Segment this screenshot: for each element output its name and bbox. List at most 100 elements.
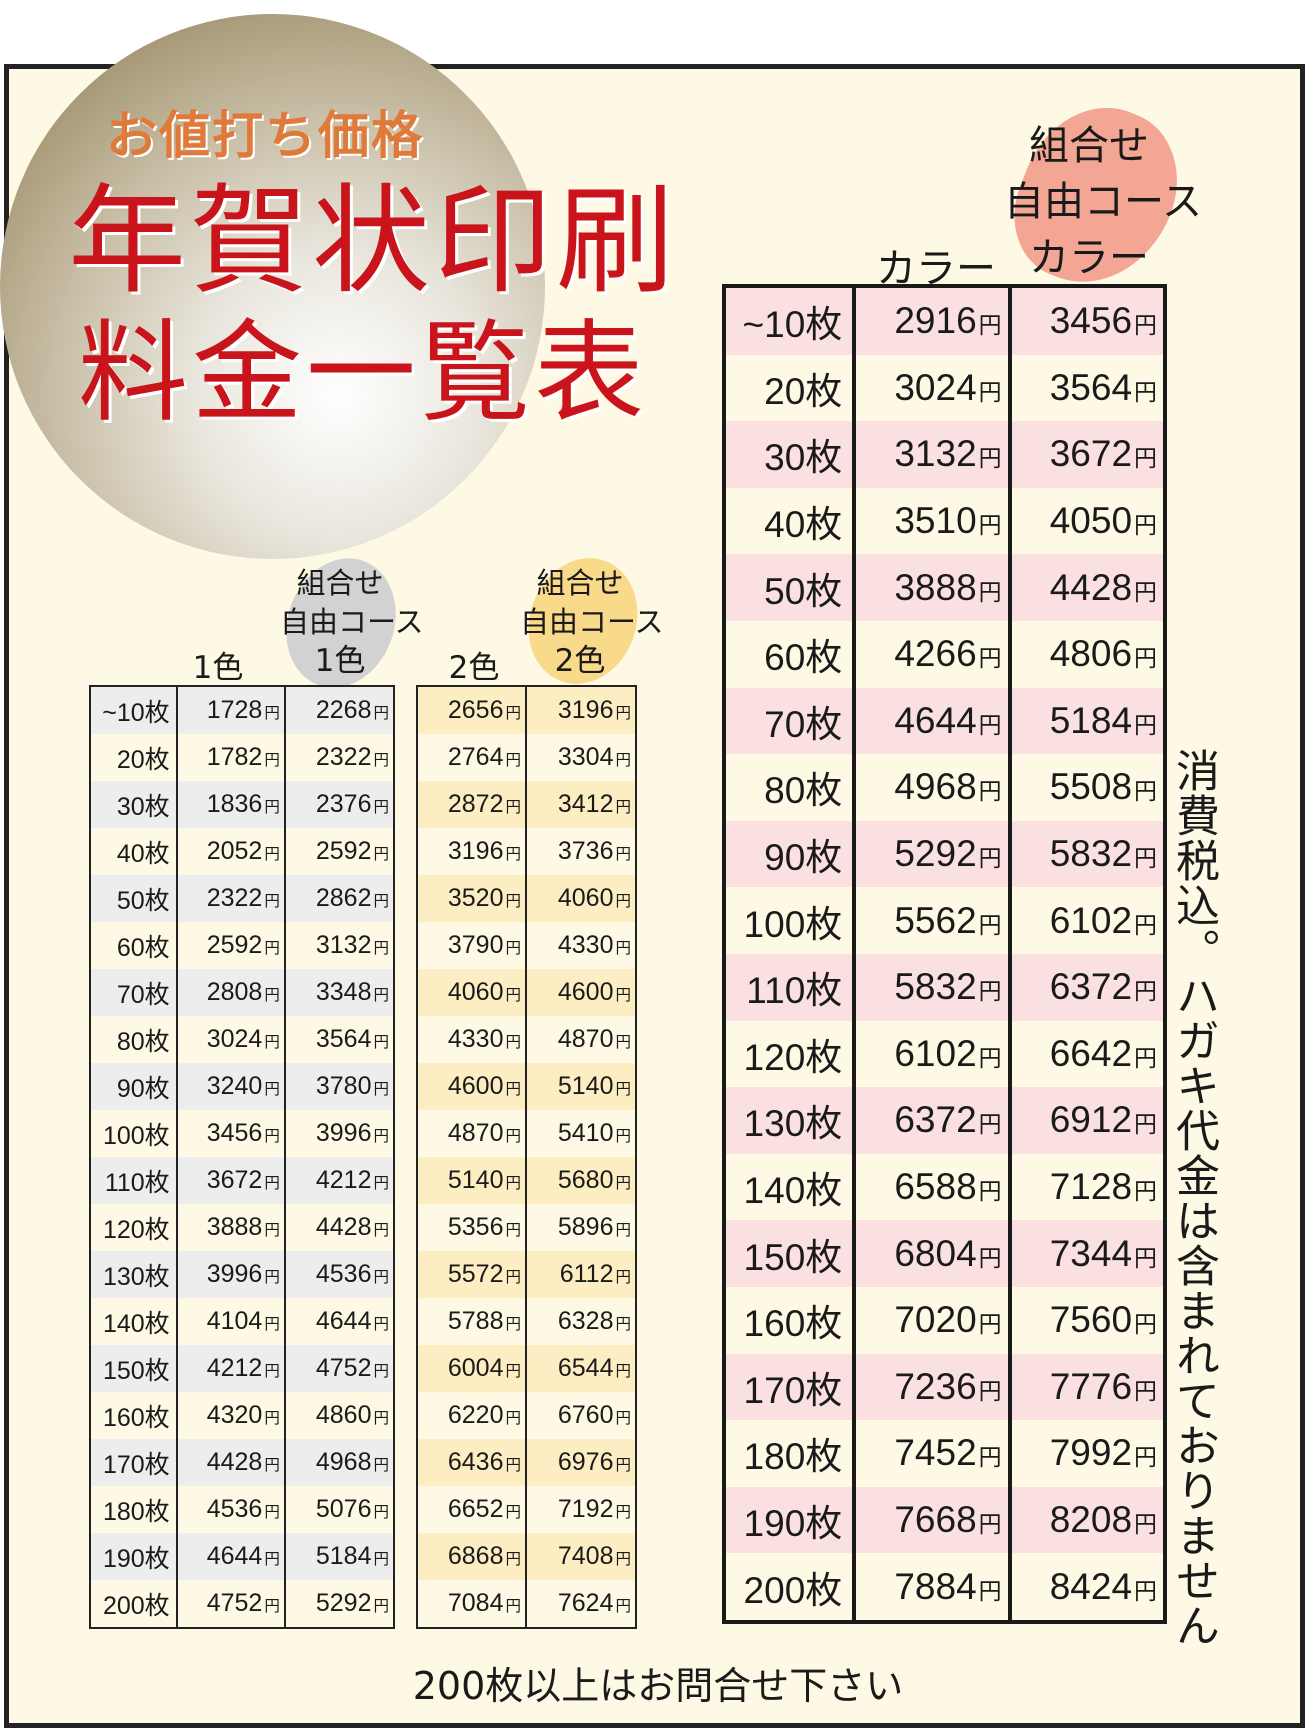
yen-unit: 円 <box>373 1551 389 1568</box>
combo-price-cell: 7408 円 <box>526 1533 636 1580</box>
header-combo-1color: 組合せ 自由コース 1色 <box>280 564 424 681</box>
table-row: 6652 円 7192 円 <box>417 1486 636 1533</box>
table-row: 6004 円 6544 円 <box>417 1345 636 1392</box>
quantity-label-value: ~10枚 <box>742 304 843 346</box>
combo-price-cell: 4600 円 <box>526 969 636 1016</box>
yen-unit: 円 <box>373 940 389 957</box>
price-cell: 7020円 <box>854 1286 1012 1354</box>
price-cell: 6004 円 <box>417 1345 528 1392</box>
combo-price-cell-value: 3456 <box>1049 300 1133 342</box>
combo-price-cell: 5896 円 <box>526 1204 636 1251</box>
yen-unit: 円 <box>978 1044 1002 1071</box>
yen-unit: 円 <box>978 378 1002 405</box>
price-cell: 2916円 <box>854 286 1012 355</box>
quantity-label: 70枚 <box>724 687 857 755</box>
price-cell-value: 1728 <box>206 696 263 724</box>
combo-price-cell-value: 3780 <box>315 1072 372 1100</box>
combo-price-cell-value: 2376 <box>315 790 372 818</box>
price-cell: 4870 円 <box>417 1110 528 1157</box>
yen-unit: 円 <box>264 1598 280 1615</box>
combo-price-cell-value: 6912 <box>1049 1099 1133 1141</box>
price-cell-value: 2916 <box>894 300 977 342</box>
yen-unit: 円 <box>505 1410 522 1427</box>
combo-price-cell: 5292 円 <box>285 1580 394 1628</box>
price-cell-value: 5832 <box>894 966 977 1008</box>
table-row: 5140 円 5680 円 <box>417 1157 636 1204</box>
price-cell-value: 7884 <box>894 1565 977 1607</box>
combo-price-cell: 3456円 <box>1009 286 1165 355</box>
price-cell-value: 3240 <box>206 1072 263 1100</box>
combo-price-cell: 7624 円 <box>526 1580 636 1628</box>
table-row: 200枚 4752 円 5292 円 <box>90 1580 394 1628</box>
combo-price-cell-value: 4752 <box>315 1354 372 1382</box>
combo-price-cell-value: 4212 <box>315 1166 372 1194</box>
quantity-label-value: 60枚 <box>116 933 170 962</box>
quantity-label-value: 160枚 <box>102 1403 170 1432</box>
yen-unit: 円 <box>978 1311 1002 1338</box>
yen-unit: 円 <box>505 987 522 1004</box>
price-cell: 3790 円 <box>417 922 528 969</box>
price-cell: 6102円 <box>854 1020 1012 1088</box>
price-cell: 5292円 <box>854 820 1012 888</box>
price-cell: 3996 円 <box>176 1251 286 1298</box>
yen-unit: 円 <box>615 1175 631 1192</box>
yen-unit: 円 <box>978 1377 1002 1404</box>
yen-unit: 円 <box>1134 1044 1157 1071</box>
yen-unit: 円 <box>264 1316 280 1333</box>
yen-unit: 円 <box>505 1222 522 1239</box>
yen-unit: 円 <box>978 778 1002 805</box>
price-cell-value: 2808 <box>206 978 263 1006</box>
yen-unit: 円 <box>1134 978 1157 1005</box>
header-combo-line1: 組合せ <box>1029 123 1149 169</box>
table-row: 100枚 3456 円 3996 円 <box>90 1110 394 1157</box>
combo-price-cell: 4806円 <box>1010 621 1165 688</box>
table-row: 170枚 7236円 7776円 <box>724 1353 1165 1421</box>
combo-price-cell: 4536 円 <box>284 1251 394 1298</box>
price-cell-value: 3132 <box>894 433 977 475</box>
quantity-label: ~10枚 <box>90 686 178 734</box>
yen-unit: 円 <box>615 1363 631 1380</box>
yen-unit: 円 <box>373 1128 389 1145</box>
combo-price-cell: 4212 円 <box>284 1157 394 1204</box>
quantity-label-value: 80枚 <box>116 1027 170 1056</box>
price-cell: 4104 円 <box>176 1298 286 1345</box>
table-row: 5572 円 6112 円 <box>417 1251 636 1298</box>
price-cell-value: 5562 <box>894 899 977 941</box>
yen-unit: 円 <box>615 1316 631 1333</box>
price-cell: 2808 円 <box>176 969 286 1016</box>
price-cell-value: 2052 <box>206 837 263 865</box>
combo-price-cell: 5076 円 <box>285 1486 394 1533</box>
table-row: 5356 円 5896 円 <box>417 1204 636 1251</box>
yen-unit: 円 <box>505 1598 522 1615</box>
combo-price-cell: 7192 円 <box>526 1486 636 1533</box>
price-cell-value: 5572 <box>447 1260 504 1288</box>
yen-unit: 円 <box>1134 845 1157 872</box>
yen-unit: 円 <box>264 1128 280 1145</box>
quantity-label-value: 100枚 <box>102 1121 170 1150</box>
quantity-label-value: 40枚 <box>764 504 843 546</box>
quantity-label: 200枚 <box>724 1553 857 1622</box>
quantity-label: 170枚 <box>90 1439 178 1486</box>
combo-price-cell: 4428円 <box>1009 554 1165 621</box>
yen-unit: 円 <box>264 1269 280 1286</box>
price-cell: 1836 円 <box>176 781 286 828</box>
yen-unit: 円 <box>373 1410 389 1427</box>
yen-unit: 円 <box>978 1444 1002 1471</box>
price-cell: 7236円 <box>854 1353 1012 1421</box>
price-cell: 6372円 <box>854 1087 1012 1154</box>
price-cell: 4600 円 <box>417 1063 528 1110</box>
yen-unit: 円 <box>264 1222 280 1239</box>
quantity-label: 150枚 <box>724 1220 857 1287</box>
combo-price-cell-value: 7408 <box>557 1542 614 1570</box>
quantity-label-value: 120枚 <box>102 1215 170 1244</box>
price-cell: 4536 円 <box>176 1486 286 1533</box>
table-row: 90枚 3240 円 3780 円 <box>90 1063 394 1110</box>
gold-disc-decoration <box>0 14 545 559</box>
quantity-label-value: 130枚 <box>743 1103 843 1145</box>
quantity-label: 110枚 <box>724 953 857 1021</box>
yen-unit: 円 <box>978 1244 1002 1271</box>
combo-price-cell-value: 3304 <box>557 743 614 771</box>
price-cell: 3024円 <box>854 354 1012 422</box>
